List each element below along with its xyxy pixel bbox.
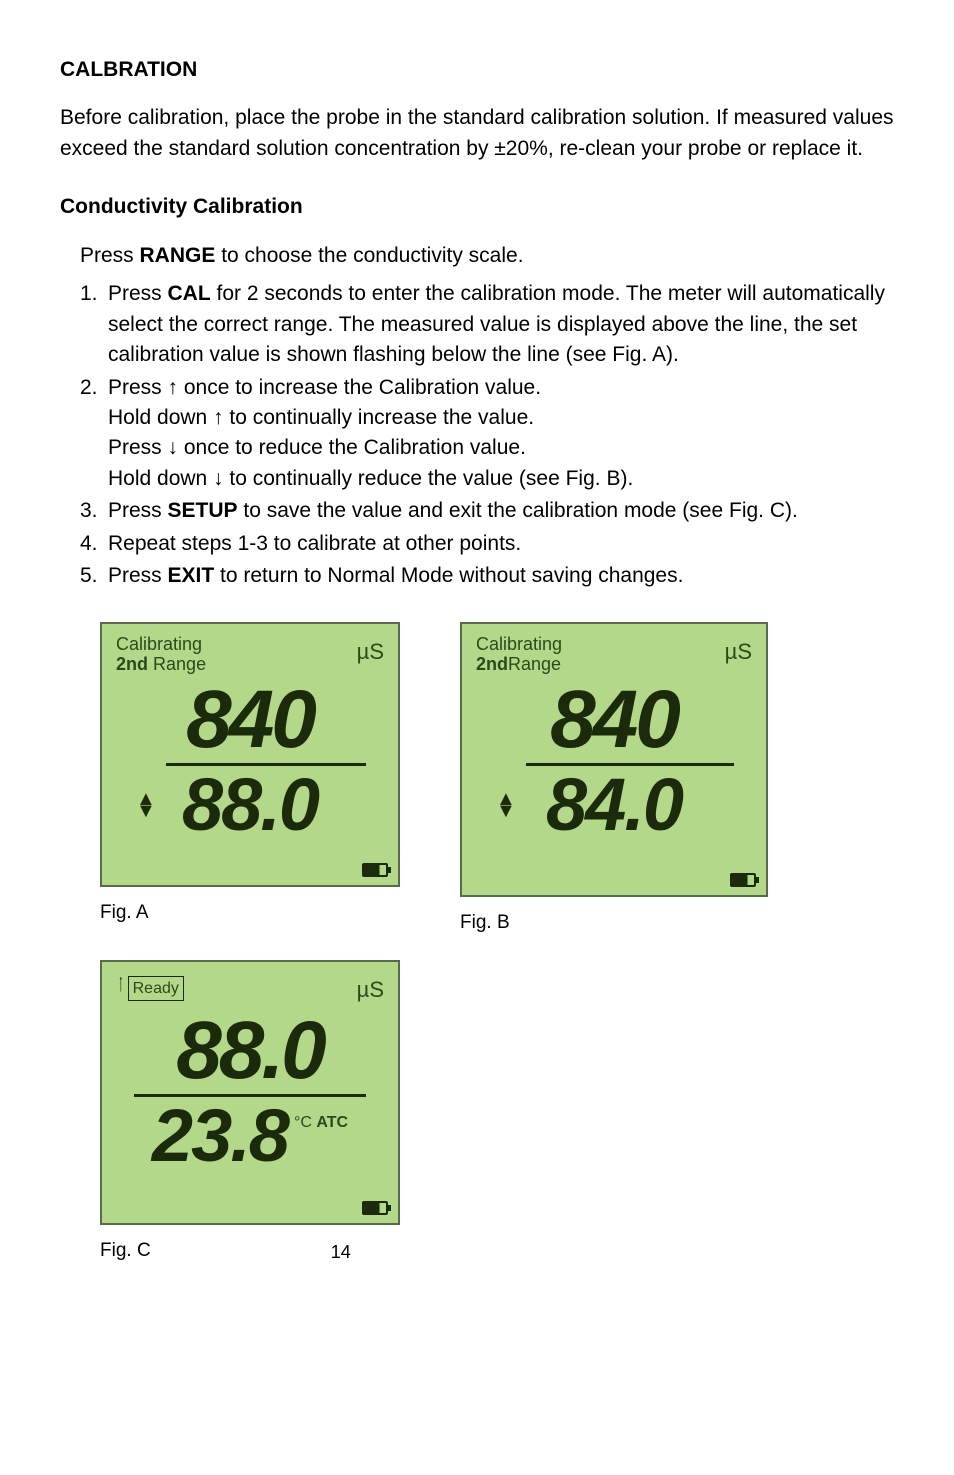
updown-icon: ▲▼	[136, 793, 156, 817]
lcd-sub-row: ▲▼ 88.0	[116, 768, 384, 842]
step3-pre: Press	[108, 499, 168, 522]
lcd-unit: µS	[357, 636, 384, 668]
key-range: RANGE	[140, 244, 216, 267]
step1-pre: Press	[108, 282, 168, 305]
lcd-status: Calibrating 2ndRange	[476, 634, 562, 675]
status-2nd: 2nd	[116, 654, 148, 674]
status-2nd: 2nd	[476, 654, 508, 674]
lcd-unit: µS	[725, 636, 752, 668]
heading-calibration: CALBRATION	[60, 55, 894, 85]
battery-icon	[730, 873, 756, 887]
status-calibrating: Calibrating	[476, 634, 562, 655]
step-num: 4.	[80, 529, 108, 559]
updown-icon: ▲▼	[496, 793, 516, 817]
status-range: Range	[153, 654, 206, 674]
battery-icon	[362, 1201, 388, 1215]
lcd-sub-suffix: °C ATC	[294, 1111, 348, 1134]
fig-c-caption: Fig. C	[100, 1237, 151, 1265]
lcd-sub-value: 88.0	[182, 768, 318, 842]
lcd-sub-row: ▲▼ 84.0	[476, 768, 752, 842]
step1-post: for 2 seconds to enter the calibration m…	[108, 282, 885, 366]
figure-c-block: ᛙ Ready µS 88.0 23.8 °C ATC Fig. C 14	[100, 960, 894, 1265]
ready-badge: Ready	[128, 976, 184, 1001]
step-body: Press ↑ once to increase the Calibration…	[108, 373, 894, 495]
step-3: 3. Press SETUP to save the value and exi…	[80, 496, 894, 526]
key-cal: CAL	[168, 282, 211, 305]
status-range: Range	[508, 654, 561, 674]
figure-b: Calibrating 2ndRange µS 840 ▲▼ 84.0 Fig.…	[460, 622, 768, 937]
antenna-icon: ᛙ	[116, 974, 126, 997]
lcd-display-a: Calibrating 2nd Range µS 840 ▲▼ 88.0	[100, 622, 400, 887]
status-calibrating: Calibrating	[116, 634, 206, 655]
lcd-top: ᛙ Ready µS	[116, 972, 384, 1006]
step-intro: Press RANGE to choose the conductivity s…	[80, 241, 894, 271]
figure-a: Calibrating 2nd Range µS 840 ▲▼ 88.0 Fig…	[100, 622, 400, 937]
step-intro-pre: Press	[80, 244, 140, 267]
step-num: 3.	[80, 496, 108, 526]
lcd-sub-row: 23.8 °C ATC	[116, 1099, 384, 1173]
lcd-unit: µS	[357, 974, 384, 1006]
step-num: 2.	[80, 373, 108, 495]
battery-icon	[362, 863, 388, 877]
lcd-status: Calibrating 2nd Range	[116, 634, 206, 675]
step-body: Press EXIT to return to Normal Mode with…	[108, 561, 894, 591]
lcd-top: Calibrating 2ndRange µS	[476, 634, 752, 675]
step-2: 2. Press ↑ once to increase the Calibrat…	[80, 373, 894, 495]
step-num: 5.	[80, 561, 108, 591]
figure-c: ᛙ Ready µS 88.0 23.8 °C ATC Fig. C 14	[100, 960, 894, 1265]
page-number: 14	[331, 1239, 351, 1265]
step-body: Press SETUP to save the value and exit t…	[108, 496, 894, 526]
lcd-sub-value: 23.8	[152, 1099, 288, 1173]
key-exit: EXIT	[168, 564, 215, 587]
step-intro-post: to choose the conductivity scale.	[215, 244, 523, 267]
figures-row-ab: Calibrating 2nd Range µS 840 ▲▼ 88.0 Fig…	[100, 622, 894, 937]
step-5: 5. Press EXIT to return to Normal Mode w…	[80, 561, 894, 591]
step3-post: to save the value and exit the calibrati…	[238, 499, 798, 522]
fig-a-caption: Fig. A	[100, 899, 400, 927]
intro-paragraph: Before calibration, place the probe in t…	[60, 103, 894, 164]
step-1: 1. Press CAL for 2 seconds to enter the …	[80, 279, 894, 370]
step-num: 1.	[80, 279, 108, 370]
steps-list: 1. Press CAL for 2 seconds to enter the …	[80, 279, 894, 591]
lcd-top: Calibrating 2nd Range µS	[116, 634, 384, 675]
lcd-display-b: Calibrating 2ndRange µS 840 ▲▼ 84.0	[460, 622, 768, 897]
lcd-display-c: ᛙ Ready µS 88.0 23.8 °C ATC	[100, 960, 400, 1225]
fig-b-caption: Fig. B	[460, 909, 768, 937]
key-setup: SETUP	[168, 499, 238, 522]
subheading-conductivity: Conductivity Calibration	[60, 192, 894, 222]
step5-pre: Press	[108, 564, 168, 587]
atc-label: ATC	[316, 1114, 348, 1131]
lcd-sub-value: 84.0	[546, 768, 682, 842]
ready-wrap: ᛙ Ready	[116, 972, 184, 1001]
step-body: Press CAL for 2 seconds to enter the cal…	[108, 279, 894, 370]
step5-post: to return to Normal Mode without saving …	[214, 564, 683, 587]
lcd-main-value: 88.0	[116, 1012, 384, 1090]
temp-unit: °C	[294, 1114, 312, 1131]
step-4: 4. Repeat steps 1-3 to calibrate at othe…	[80, 529, 894, 559]
step-body: Repeat steps 1-3 to calibrate at other p…	[108, 529, 894, 559]
lcd-main-value: 840	[116, 681, 384, 759]
lcd-main-value: 840	[476, 681, 752, 759]
